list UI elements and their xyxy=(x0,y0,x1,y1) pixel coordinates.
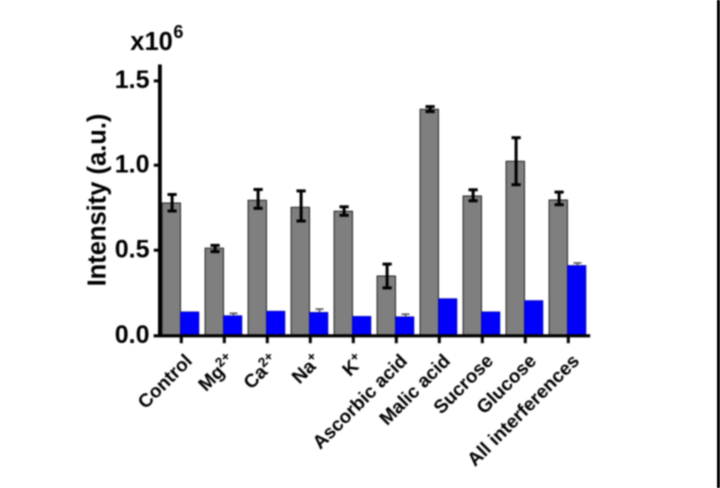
svg-text:1.0: 1.0 xyxy=(115,150,150,178)
svg-text:0.0: 0.0 xyxy=(115,321,150,349)
svg-text:Mg2+: Mg2+ xyxy=(193,348,240,395)
svg-text:Na+: Na+ xyxy=(286,348,326,388)
svg-text:x106: x106 xyxy=(130,22,183,56)
svg-text:1.5: 1.5 xyxy=(115,66,150,94)
svg-text:Intensity (a.u.): Intensity (a.u.) xyxy=(84,114,112,287)
svg-text:K+: K+ xyxy=(337,348,369,380)
svg-text:0.5: 0.5 xyxy=(115,235,150,263)
svg-text:Ca2+: Ca2+ xyxy=(238,348,283,393)
svg-text:Control: Control xyxy=(134,351,197,414)
